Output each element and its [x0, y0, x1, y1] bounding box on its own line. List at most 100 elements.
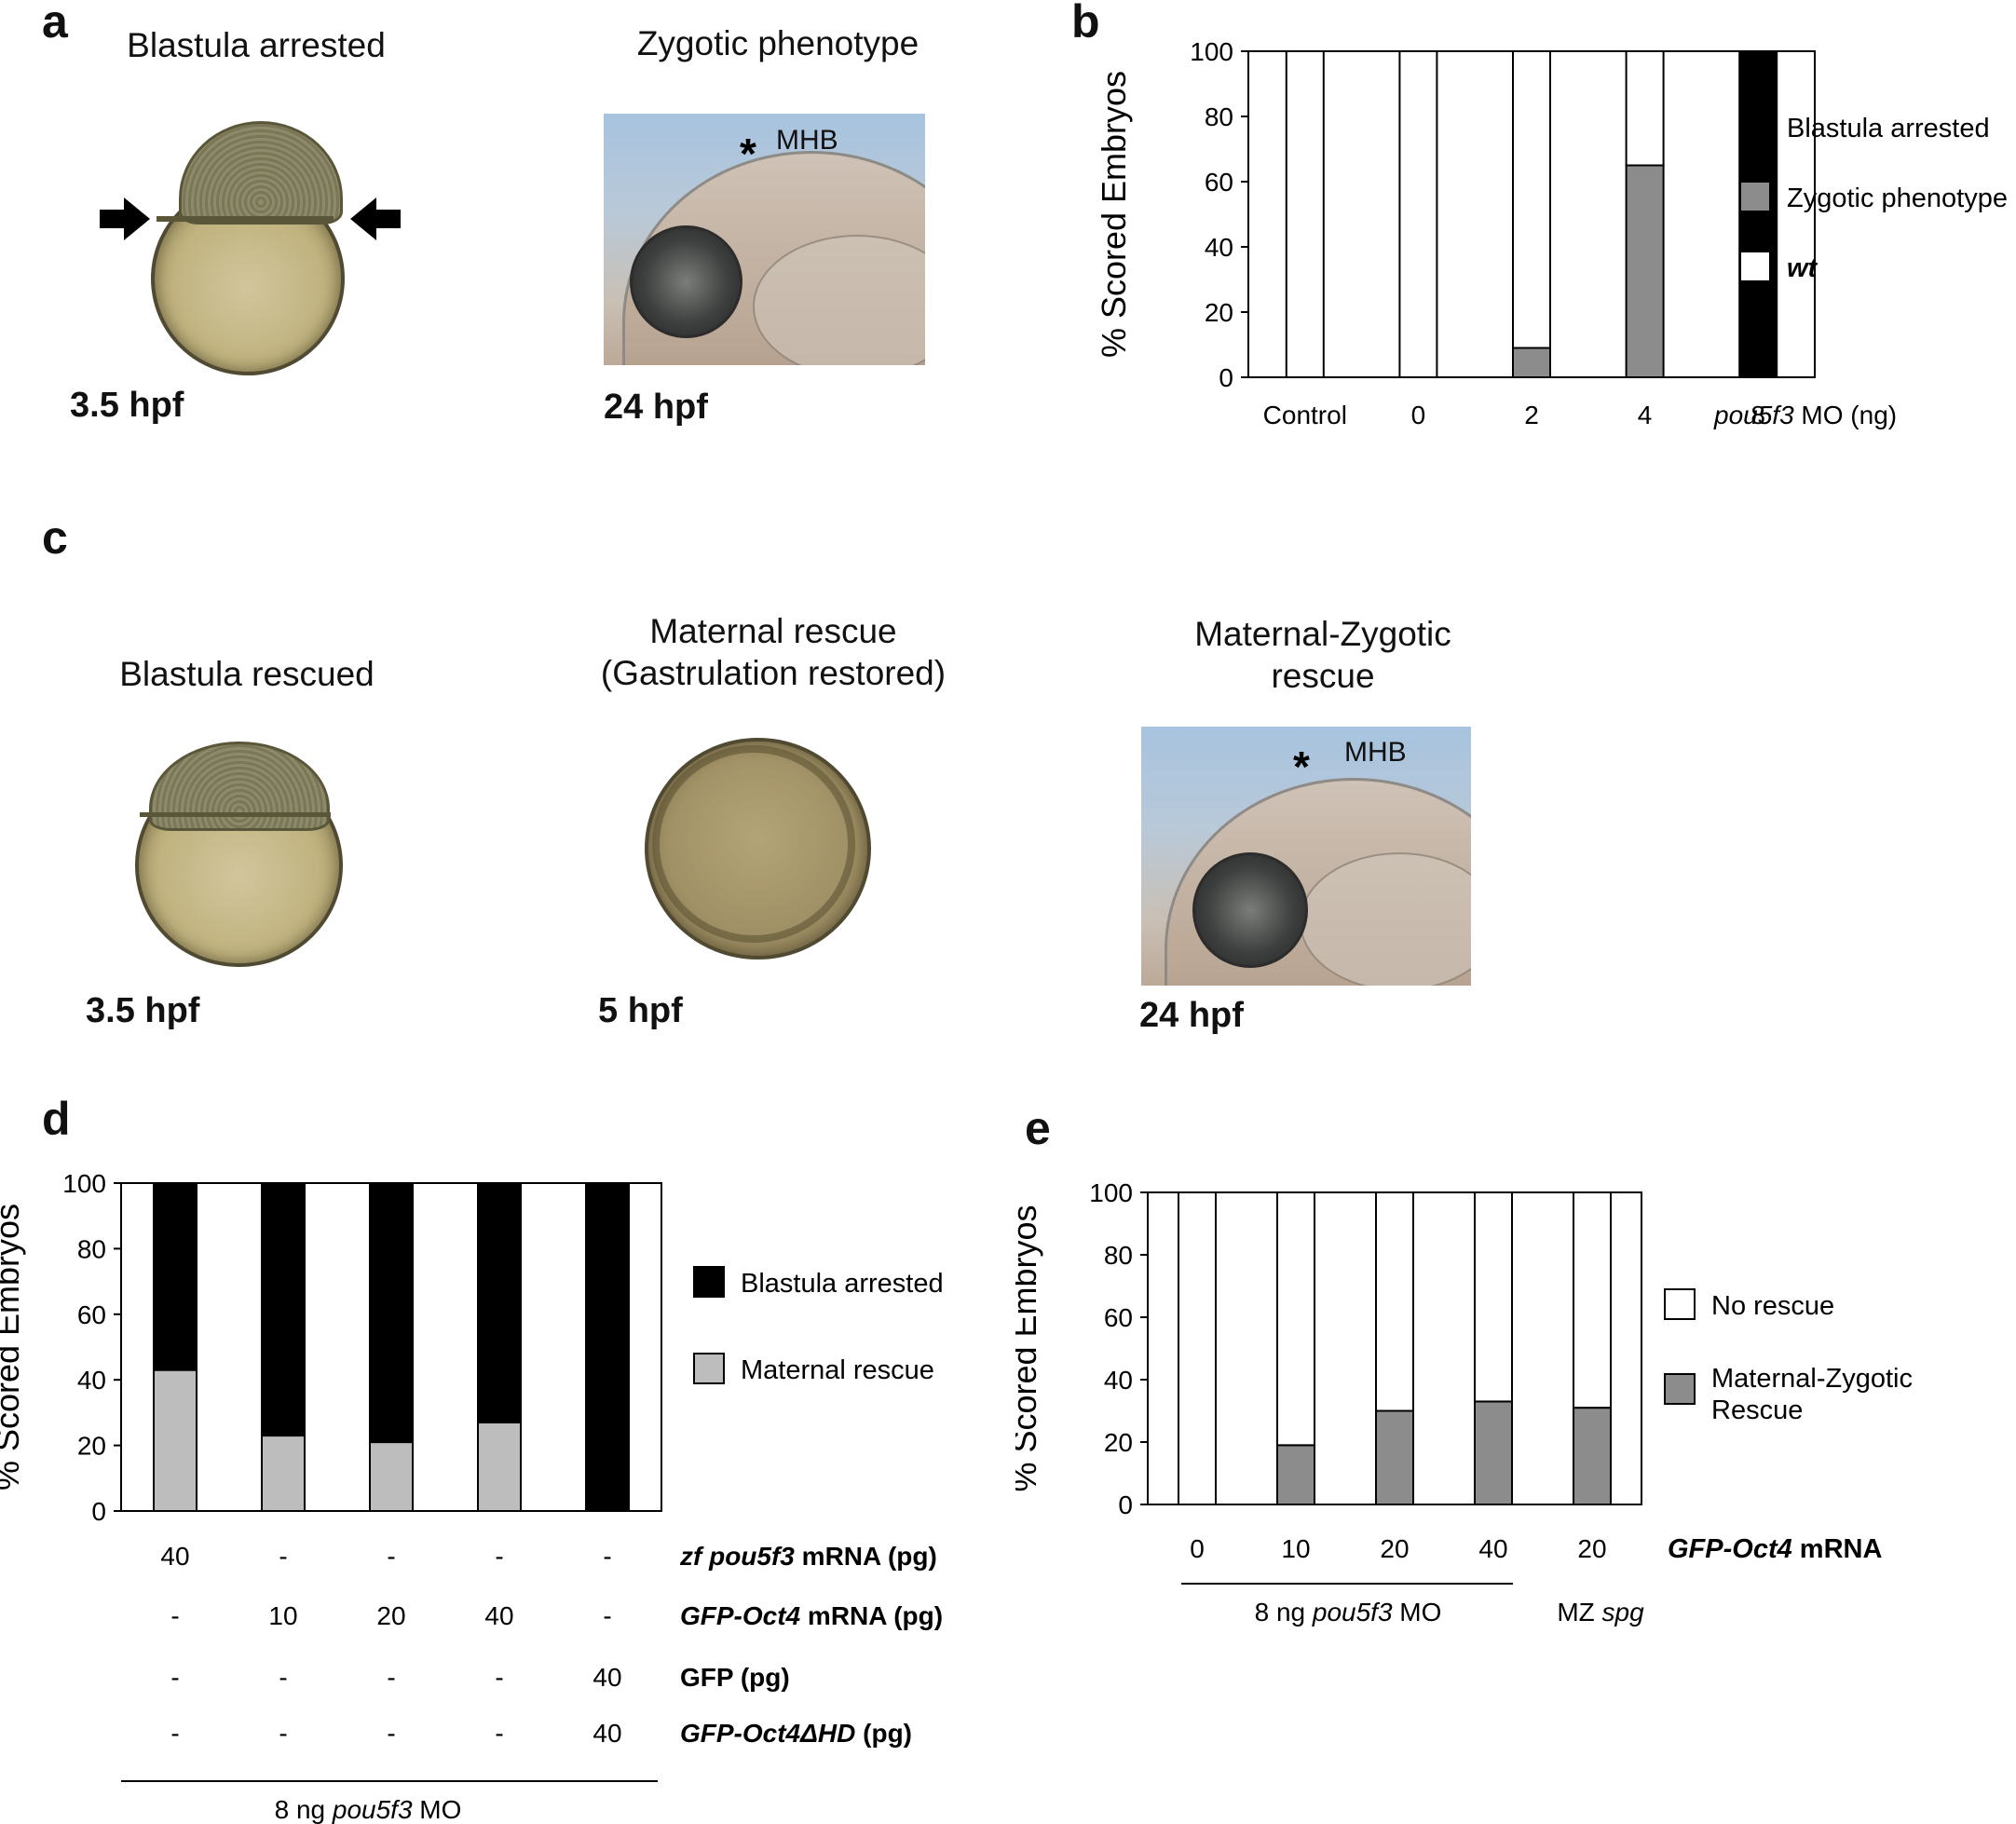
- legend-swatch: [1739, 251, 1771, 282]
- y-tick-label: 100: [1089, 1178, 1133, 1207]
- table-cell: -: [603, 1601, 611, 1630]
- blastula-arrested-stage: 3.5 hpf: [70, 386, 184, 425]
- table-row-label: GFP (pg): [680, 1663, 790, 1692]
- bar-4-1: [1573, 1191, 1612, 1409]
- chart-e: 0 20 40 60 80 100 % Scored Embryos 0 10 20 40 20 GFP…: [1015, 1178, 1913, 1627]
- bar-2-1: [1375, 1191, 1414, 1412]
- y-tick-label: 0: [91, 1497, 106, 1526]
- mz-rescue-title-line1: Maternal-Zygotic: [1194, 615, 1451, 653]
- table-cell: 40: [593, 1663, 621, 1692]
- bar-0-0: [153, 1368, 198, 1512]
- legend-label: wt: [1787, 253, 1818, 283]
- bar-1-1: [261, 1182, 306, 1437]
- legend-swatch: [1739, 181, 1771, 212]
- zygotic-phenotype-stage: 24 hpf: [604, 388, 708, 427]
- bar-0-1: [1178, 1191, 1217, 1505]
- y-tick-label: 40: [77, 1366, 106, 1395]
- table-cell: -: [170, 1663, 179, 1692]
- chart-b: 0 20 40 60 80 100 % Scored Embryos Control 0 2 4 8p…: [1095, 37, 2008, 429]
- blastula-arrested-title: Blastula arrested: [127, 26, 386, 64]
- y-tick-label: 60: [77, 1300, 106, 1329]
- x-tick-label: 20: [1380, 1534, 1409, 1563]
- group-label: 8 ng pou5f3 MO: [1255, 1598, 1442, 1627]
- table-cell: -: [279, 1542, 287, 1571]
- legend-swatch: [693, 1266, 725, 1298]
- bar-4-0: [1573, 1407, 1612, 1505]
- bar-0-2: [1285, 50, 1325, 378]
- table-cell: -: [495, 1663, 503, 1692]
- arrow-left-icon: [350, 197, 401, 240]
- mz-rescue-micrograph: * MHB: [1141, 727, 1471, 986]
- bar-2-0: [369, 1441, 414, 1512]
- bar-3-1: [1474, 1191, 1513, 1403]
- table-row-label: GFP-Oct4 mRNA (pg): [680, 1601, 943, 1630]
- y-tick-label: 80: [1205, 102, 1233, 131]
- x-tick-label: 0: [1411, 401, 1426, 429]
- table-cell: 40: [593, 1719, 621, 1748]
- legend-label: No rescue: [1711, 1291, 1834, 1321]
- zygotic-phenotype-title: Zygotic phenotype: [636, 24, 919, 62]
- y-tick-label: 20: [1205, 298, 1233, 327]
- legend-swatch: [1664, 1288, 1696, 1320]
- panel-letter-c: c: [42, 511, 68, 564]
- y-tick-label: 40: [1205, 233, 1233, 262]
- table-cell: -: [603, 1542, 611, 1571]
- table-cell: -: [495, 1719, 503, 1748]
- table-cell: -: [387, 1663, 395, 1692]
- bar-2-1: [369, 1182, 414, 1444]
- table-cell: 10: [268, 1601, 297, 1630]
- table-row-label: zf pou5f3 mRNA (pg): [679, 1542, 937, 1571]
- table-cell: 40: [484, 1601, 513, 1630]
- blastula-rescued-title: Blastula rescued: [119, 655, 375, 693]
- bar-2-2: [1512, 50, 1551, 349]
- y-tick-label: 20: [77, 1432, 106, 1461]
- legend-label: Rescue: [1711, 1395, 1803, 1425]
- bar-3-1: [1625, 164, 1665, 378]
- bar-3-0: [477, 1421, 522, 1512]
- y-tick-label: 100: [62, 1169, 106, 1198]
- legend-label: Blastula arrested: [741, 1269, 944, 1299]
- table-cell: -: [279, 1719, 287, 1748]
- legend-swatch: [1664, 1373, 1696, 1405]
- panel-letter-b: b: [1071, 0, 1100, 48]
- x-tick-label: 0: [1190, 1534, 1205, 1563]
- table-cell: -: [387, 1542, 395, 1571]
- mhb-asterisk: *: [740, 129, 756, 178]
- legend-label: Zygotic phenotype: [1787, 184, 2008, 213]
- maternal-rescue-title-line1: Maternal rescue: [649, 612, 897, 650]
- bar-1-2: [1398, 50, 1438, 378]
- x-axis-label: pou5f3 MO (ng): [1713, 401, 1897, 429]
- zygotic-phenotype-micrograph: * MHB: [604, 114, 925, 365]
- mz-rescue-stage: 24 hpf: [1139, 996, 1244, 1035]
- bar-1-0: [261, 1435, 306, 1513]
- legend-label: Blastula arrested: [1787, 114, 1990, 143]
- x-tick-label: 10: [1281, 1534, 1310, 1563]
- blastula-rescued-stage: 3.5 hpf: [86, 991, 200, 1030]
- bar-4-1: [585, 1182, 630, 1512]
- legend-swatch: [693, 1353, 725, 1384]
- bar-1-0: [1276, 1444, 1315, 1506]
- table-cell: -: [387, 1719, 395, 1748]
- chart-d: 0 20 40 60 80 100 % Scored Embryos Blastula arr…: [0, 1169, 944, 1824]
- table-cell: -: [279, 1663, 287, 1692]
- y-axis-label: % Scored Embryos: [0, 1204, 26, 1491]
- mhb-label: MHB: [776, 125, 838, 156]
- bar-2-0: [1375, 1409, 1414, 1505]
- bar-4-0: [1738, 50, 1778, 378]
- mz-spg-label: MZ spg: [1557, 1598, 1644, 1627]
- y-axis-label: % Scored Embryos: [1015, 1205, 1043, 1491]
- y-tick-label: 40: [1104, 1366, 1133, 1395]
- legend-label: Maternal-Zygotic: [1711, 1364, 1913, 1394]
- panel-letter-d: d: [42, 1093, 71, 1145]
- bar-3-0: [1474, 1400, 1513, 1505]
- y-tick-label: 100: [1190, 37, 1233, 66]
- mhb-label-c: MHB: [1344, 737, 1407, 768]
- bar-2-1: [1512, 347, 1551, 378]
- x-tick-label: 4: [1638, 401, 1653, 429]
- x-tick-label: 2: [1524, 401, 1539, 429]
- bar-3-2: [1625, 50, 1665, 167]
- y-tick-label: 80: [1104, 1241, 1133, 1270]
- bar-0-1: [153, 1182, 198, 1371]
- y-tick-label: 0: [1118, 1491, 1133, 1519]
- table-cell: -: [170, 1601, 179, 1630]
